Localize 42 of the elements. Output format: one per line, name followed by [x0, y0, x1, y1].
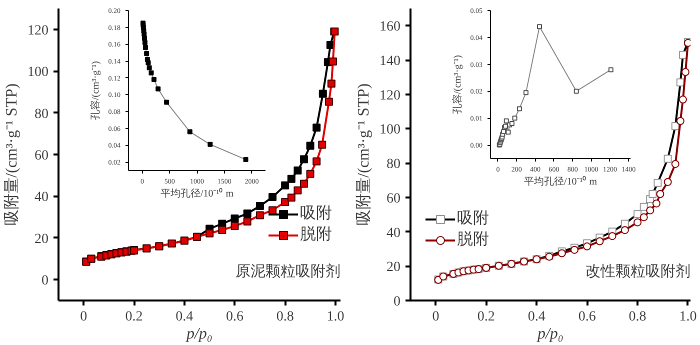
annotation: 原泥颗粒吸附剂	[236, 263, 340, 280]
y-axis-title: 孔容/(cm³·g⁻¹)	[89, 61, 102, 120]
y-tick-label: 120	[380, 88, 400, 104]
y-tick-label: 140	[380, 54, 400, 70]
y-tick-label: 20	[386, 260, 400, 276]
x-tick-label: 0.6	[578, 310, 596, 324]
legend-label: 吸附	[300, 204, 332, 224]
y-tick-label: 20	[34, 232, 48, 247]
x-axis-title: 平均孔径/10⁻¹⁰ m	[160, 188, 234, 200]
x-tick-label: 0.6	[226, 310, 244, 324]
y-tick-label: 0	[42, 274, 48, 289]
legend-label: 脱附	[300, 225, 332, 245]
y-tick-label: 80	[386, 157, 400, 172]
y-tick-label: 120	[28, 23, 48, 38]
y-tick-label: 60	[386, 191, 400, 206]
annotation: 改性颗粒吸附剂	[586, 263, 690, 280]
x-tick-label: 0	[80, 310, 88, 324]
legend-label: 脱附	[457, 230, 489, 250]
y-tick-label: 160	[380, 20, 400, 35]
x-tick-label: 0	[432, 310, 440, 324]
y-axis-title: 吸附量/(cm³·g⁻¹ STP)	[356, 83, 372, 226]
x-tick-label: 0.2	[125, 310, 143, 324]
legend-label: 吸附	[457, 209, 489, 229]
x-tick-label: 0.8	[628, 310, 646, 324]
y-tick-label: 40	[386, 226, 400, 241]
x-tick-label: 1.0	[679, 310, 697, 324]
x-axis-title: 平均孔径/10⁻¹⁰ m	[524, 176, 598, 188]
y-tick-label: 80	[34, 106, 48, 122]
y-tick-label: 100	[380, 122, 400, 138]
y-tick-label: 40	[34, 190, 48, 206]
y-tick-label: 100	[28, 65, 48, 80]
x-axis-title: p/p₀	[185, 326, 213, 342]
x-tick-label: 0.4	[528, 310, 546, 324]
y-tick-label: 0	[394, 294, 400, 310]
y-axis-title: 孔容/(cm³·g⁻¹)	[451, 55, 464, 114]
x-axis-title: p/p₀	[536, 326, 564, 342]
x-tick-label: 0.4	[176, 310, 194, 324]
x-tick-label: 0.2	[477, 310, 495, 324]
x-tick-label: 1.0	[326, 310, 344, 324]
y-axis-title: 吸附量/(cm³·g⁻¹ STP)	[4, 83, 20, 226]
x-tick-label: 0.8	[276, 310, 294, 324]
y-tick-label: 60	[34, 148, 48, 164]
